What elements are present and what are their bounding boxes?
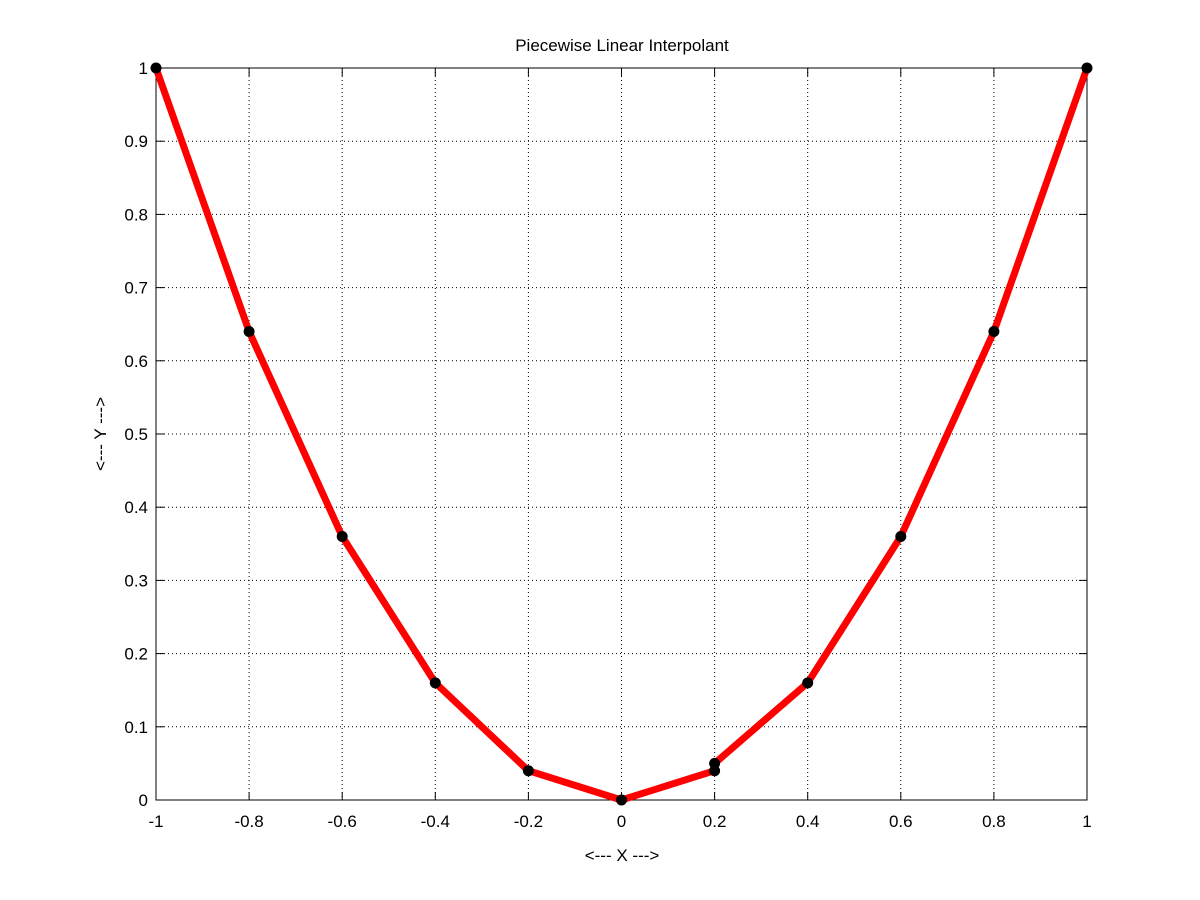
data-point-marker xyxy=(895,530,907,542)
x-tick-label: 0.8 xyxy=(982,812,1006,831)
y-tick-label: 0.2 xyxy=(124,645,148,664)
y-tick-label: 0.9 xyxy=(124,132,148,151)
x-tick-label: -1 xyxy=(148,812,163,831)
data-point-marker xyxy=(336,530,348,542)
x-tick-label: 0.6 xyxy=(889,812,913,831)
data-point-marker xyxy=(522,765,534,777)
x-tick-label: 1 xyxy=(1082,812,1091,831)
y-tick-label: 0.5 xyxy=(124,425,148,444)
x-tick-label: -0.4 xyxy=(421,812,450,831)
x-tick-label: -0.2 xyxy=(514,812,543,831)
y-tick-label: 0.7 xyxy=(124,279,148,298)
series-layer xyxy=(152,64,1091,804)
data-point-marker xyxy=(616,794,627,806)
y-tick-label: 0.6 xyxy=(124,352,148,371)
data-point-marker xyxy=(150,62,162,74)
chart-title: Piecewise Linear Interpolant xyxy=(515,36,729,55)
x-tick-label: -0.8 xyxy=(234,812,263,831)
interpolant-line xyxy=(152,64,1091,804)
y-tick-label: 0.3 xyxy=(124,571,148,590)
data-point-marker xyxy=(709,757,721,769)
x-tick-label: 0.2 xyxy=(703,812,727,831)
y-tick-label: 0.4 xyxy=(124,498,148,517)
data-point-marker xyxy=(988,326,1000,338)
x-axis-label: <--- X ---> xyxy=(585,846,660,865)
data-point-marker xyxy=(1081,62,1093,74)
x-tick-label: 0.4 xyxy=(796,812,820,831)
data-point-marker xyxy=(802,677,814,689)
y-tick-label: 0 xyxy=(139,791,148,810)
marker-layer xyxy=(150,62,1093,806)
data-point-marker xyxy=(429,677,441,689)
y-tick-label: 1 xyxy=(139,59,148,78)
data-point-marker xyxy=(243,326,255,338)
y-axis-label: <--- Y ---> xyxy=(91,397,110,471)
x-tick-label: 0 xyxy=(617,812,626,831)
y-tick-label: 0.1 xyxy=(124,718,148,737)
y-tick-label: 0.8 xyxy=(124,205,148,224)
x-tick-label: -0.6 xyxy=(328,812,357,831)
